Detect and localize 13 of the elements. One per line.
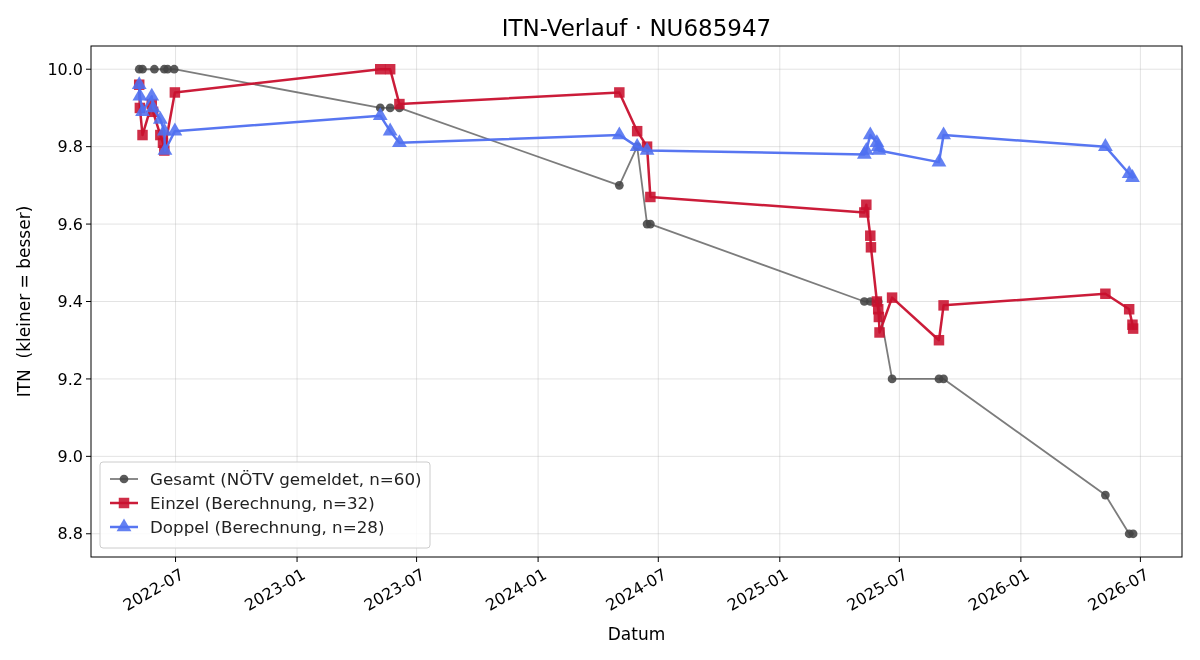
y-tick-label: 9.2	[57, 369, 83, 389]
legend-label: Gesamt (NÖTV gemeldet, n=60)	[150, 468, 422, 489]
legend-label: Doppel (Berechnung, n=28)	[150, 516, 385, 537]
y-tick-label: 9.4	[57, 292, 83, 312]
x-axis-title: Datum	[607, 624, 666, 644]
y-tick-label: 9.6	[57, 214, 83, 234]
legend-label: Einzel (Berechnung, n=32)	[150, 492, 375, 513]
y-axis-title: ITN (kleiner = besser)	[14, 205, 34, 398]
y-tick-label: 9.8	[57, 137, 83, 157]
y-tick-label: 8.8	[57, 524, 83, 544]
y-tick-label: 10.0	[47, 59, 83, 79]
chart-title: ITN-Verlauf · NU685947	[501, 15, 772, 41]
y-tick-label: 9.0	[57, 446, 83, 466]
